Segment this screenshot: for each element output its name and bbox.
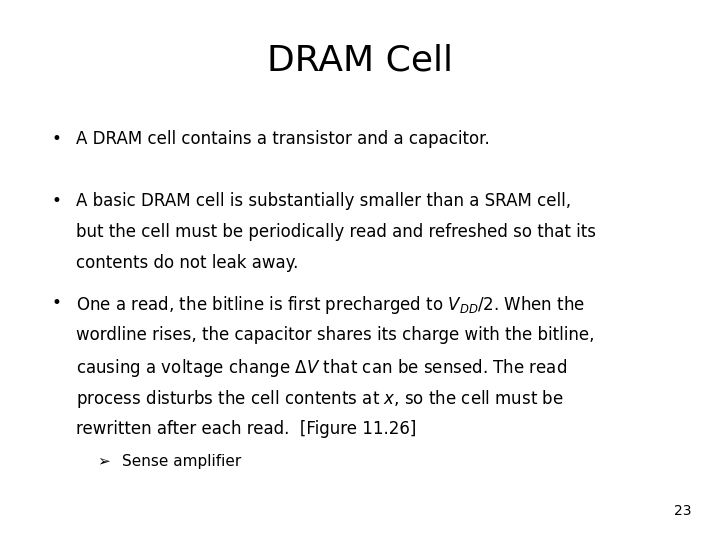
- Text: •: •: [52, 294, 62, 312]
- Text: causing a voltage change $\Delta V$ that can be sensed. The read: causing a voltage change $\Delta V$ that…: [76, 357, 567, 379]
- Text: rewritten after each read.  [Figure 11.26]: rewritten after each read. [Figure 11.26…: [76, 420, 416, 437]
- Text: •: •: [52, 130, 62, 147]
- Text: DRAM Cell: DRAM Cell: [267, 43, 453, 77]
- Text: One a read, the bitline is first precharged to $V_{DD}$/2. When the: One a read, the bitline is first prechar…: [76, 294, 585, 316]
- Text: Sense amplifier: Sense amplifier: [122, 454, 242, 469]
- Text: process disturbs the cell contents at $x$, so the cell must be: process disturbs the cell contents at $x…: [76, 388, 564, 410]
- Text: •: •: [52, 192, 62, 210]
- Text: A DRAM cell contains a transistor and a capacitor.: A DRAM cell contains a transistor and a …: [76, 130, 490, 147]
- Text: A basic DRAM cell is substantially smaller than a SRAM cell,: A basic DRAM cell is substantially small…: [76, 192, 571, 210]
- Text: ➢: ➢: [97, 454, 110, 469]
- Text: contents do not leak away.: contents do not leak away.: [76, 254, 298, 272]
- Text: but the cell must be periodically read and refreshed so that its: but the cell must be periodically read a…: [76, 223, 595, 241]
- Text: 23: 23: [674, 504, 691, 518]
- Text: wordline rises, the capacitor shares its charge with the bitline,: wordline rises, the capacitor shares its…: [76, 326, 594, 343]
